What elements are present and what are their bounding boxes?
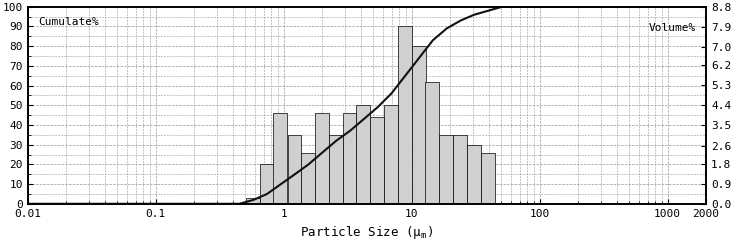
- Bar: [412, 46, 426, 204]
- Bar: [370, 117, 384, 204]
- Bar: [357, 105, 370, 204]
- Bar: [453, 135, 467, 204]
- Bar: [426, 82, 440, 204]
- Bar: [343, 113, 357, 204]
- Bar: [481, 152, 495, 204]
- Bar: [288, 135, 301, 204]
- Bar: [315, 113, 329, 204]
- X-axis label: Particle Size ($\mathregular{\mu}$$\mathregular{_m}$): Particle Size ($\mathregular{\mu}$$\math…: [300, 224, 434, 241]
- Bar: [301, 152, 315, 204]
- Bar: [398, 27, 412, 204]
- Bar: [274, 113, 288, 204]
- Text: Volume%: Volume%: [649, 22, 696, 32]
- Bar: [260, 164, 274, 204]
- Bar: [329, 135, 343, 204]
- Bar: [247, 198, 260, 204]
- Bar: [440, 135, 453, 204]
- Bar: [384, 105, 398, 204]
- Text: Cumulate%: Cumulate%: [38, 17, 99, 27]
- Bar: [467, 145, 481, 204]
